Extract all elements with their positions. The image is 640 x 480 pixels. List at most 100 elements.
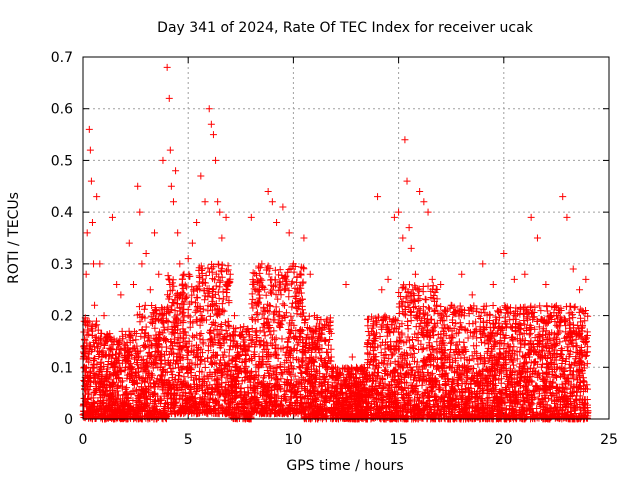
data-point [287,393,295,401]
data-point [262,291,270,299]
data-point [84,326,92,334]
data-point [146,353,154,361]
data-point [109,341,117,349]
data-point [421,295,429,303]
data-point [104,368,112,376]
y-tick-label: 0.6 [51,102,73,118]
data-point [139,390,147,398]
data-point [80,317,88,325]
data-point [190,333,198,341]
data-point [430,324,438,332]
data-point [85,369,93,377]
data-point [144,411,152,419]
data-point [142,323,150,331]
data-point [106,346,114,354]
data-point [148,341,156,349]
data-point [162,414,170,422]
data-point [151,352,159,360]
data-point [169,380,177,388]
data-point [149,319,157,327]
data-point [275,271,283,279]
data-point [90,398,98,406]
data-point [114,370,122,378]
data-point [124,403,132,411]
data-point [94,374,102,382]
y-tick-label: 0.1 [51,360,73,376]
data-point [97,336,105,344]
data-point [142,366,150,374]
data-point [150,334,158,342]
data-point [169,276,177,284]
data-point [252,310,260,318]
data-point [395,288,403,296]
data-point [161,337,169,345]
data-point [456,319,464,327]
data-point [117,414,125,422]
data-point [156,309,164,317]
data-point [142,359,150,367]
data-point [133,350,141,358]
data-point [164,318,172,326]
data-point [477,338,485,346]
data-point [91,333,99,341]
data-point [167,368,175,376]
data-point [419,303,427,311]
data-point [121,385,129,393]
data-point [119,332,127,340]
data-point [81,363,89,371]
data-point [134,368,142,376]
data-point [277,369,285,377]
data-point [98,378,106,386]
data-point [92,384,100,392]
data-point [144,337,152,345]
data-point [285,287,293,295]
data-point [156,357,164,365]
data-point [86,341,94,349]
data-point [124,395,132,403]
data-point [183,351,191,359]
data-point [138,326,146,334]
data-point [179,308,187,316]
data-point [87,394,95,402]
data-point [131,372,139,380]
y-axis-label: ROTI / TECUs [6,192,22,284]
data-point [168,323,176,331]
x-tick-label: 10 [284,432,302,448]
data-point [156,328,164,336]
data-point [200,279,208,287]
data-point [141,341,149,349]
data-point [114,373,122,381]
data-point [174,299,182,307]
x-tick-label: 0 [79,432,88,448]
data-point [117,367,125,375]
data-point [157,395,165,403]
data-point [410,349,418,357]
data-point [138,408,146,416]
data-point [133,342,141,350]
data-point [137,332,145,340]
data-point [140,305,148,313]
data-point [137,386,145,394]
data-point [395,310,403,318]
data-point [101,373,109,381]
data-point [91,355,99,363]
data-point [115,406,123,414]
data-point [99,347,107,355]
data-point [132,336,140,344]
data-point [165,275,173,283]
data-point [267,289,275,297]
data-point [179,271,187,279]
data-point [153,344,161,352]
data-point [182,293,190,301]
data-point [110,397,118,405]
data-point [142,394,150,402]
data-point [148,371,156,379]
data-point [156,334,164,342]
data-point [122,357,130,365]
data-point [132,412,140,420]
data-point [85,330,93,338]
data-point [80,394,88,402]
data-point [105,344,113,352]
data-point [132,373,140,381]
